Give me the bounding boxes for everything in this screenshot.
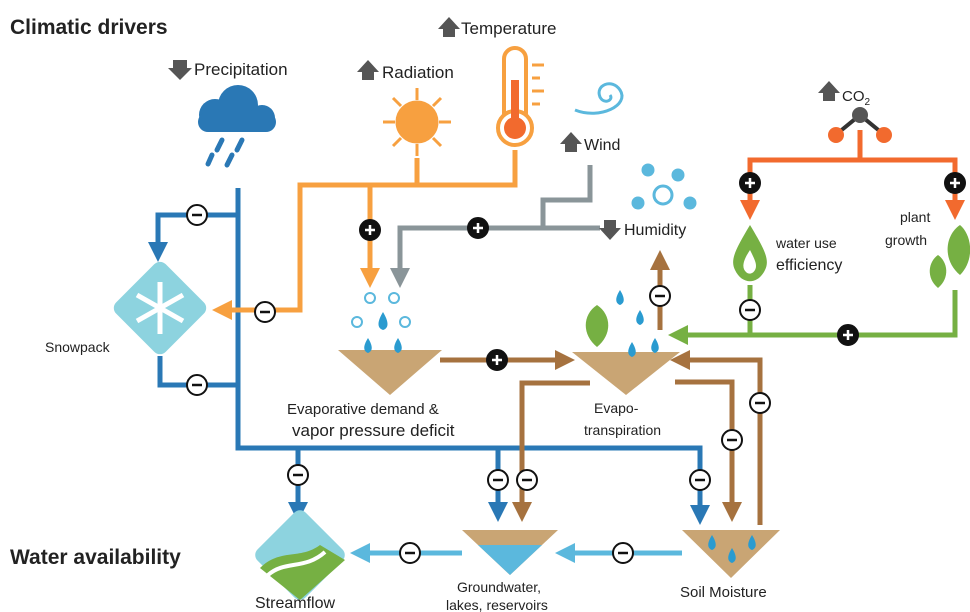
et-label: Evapo- <box>594 400 639 416</box>
groundwater-label-2: lakes, reservoirs <box>446 597 548 612</box>
co2-label: CO2 <box>842 88 871 108</box>
wind-label: Wind <box>584 137 620 154</box>
drop-leaf-icon <box>733 225 767 282</box>
snowpack-icon <box>113 261 207 355</box>
co2-flows <box>740 130 965 220</box>
co2-text: CO <box>842 88 865 105</box>
radiation-label: Radiation <box>382 63 454 82</box>
humidity-icon <box>631 163 697 210</box>
cloud-icon <box>198 85 276 168</box>
plant-growth-label: plant <box>900 209 930 225</box>
et-label-2: transpiration <box>584 422 661 438</box>
groundwater-label: Groundwater, <box>457 579 541 595</box>
water-use-label: water use <box>775 235 837 251</box>
gray-flows <box>390 165 600 288</box>
green-flows <box>668 285 958 345</box>
signs <box>186 172 966 564</box>
snowpack-label: Snowpack <box>45 339 111 355</box>
streamflow-icon <box>255 510 345 600</box>
temperature-label: Temperature <box>461 19 556 38</box>
water-heading: Water availability <box>10 546 181 569</box>
groundwater-funnel <box>462 530 558 575</box>
evap-demand-label-2: vapor pressure deficit <box>292 421 455 440</box>
soil-moisture-label: Soil Moisture <box>680 584 767 601</box>
drivers-heading: Climatic drivers <box>10 16 168 39</box>
co2-subscript: 2 <box>865 97 871 108</box>
brown-flows <box>440 250 763 525</box>
leaf-icons <box>929 225 970 288</box>
plant-growth-label-2: growth <box>885 232 927 248</box>
wind-icon <box>574 82 624 115</box>
trend-arrows <box>168 17 840 240</box>
humidity-label: Humidity <box>624 222 686 239</box>
evaporative-funnel <box>338 292 442 395</box>
soil-funnel <box>682 530 780 578</box>
thermometer-icon <box>496 46 544 147</box>
evap-demand-label: Evaporative demand & <box>287 401 439 418</box>
streamflow-label: Streamflow <box>255 595 335 612</box>
co2-molecule <box>828 107 892 143</box>
et-funnel <box>572 290 680 395</box>
precipitation-label: Precipitation <box>194 60 288 79</box>
water-use-label-2: efficiency <box>776 257 842 274</box>
sun-icon <box>383 88 451 156</box>
